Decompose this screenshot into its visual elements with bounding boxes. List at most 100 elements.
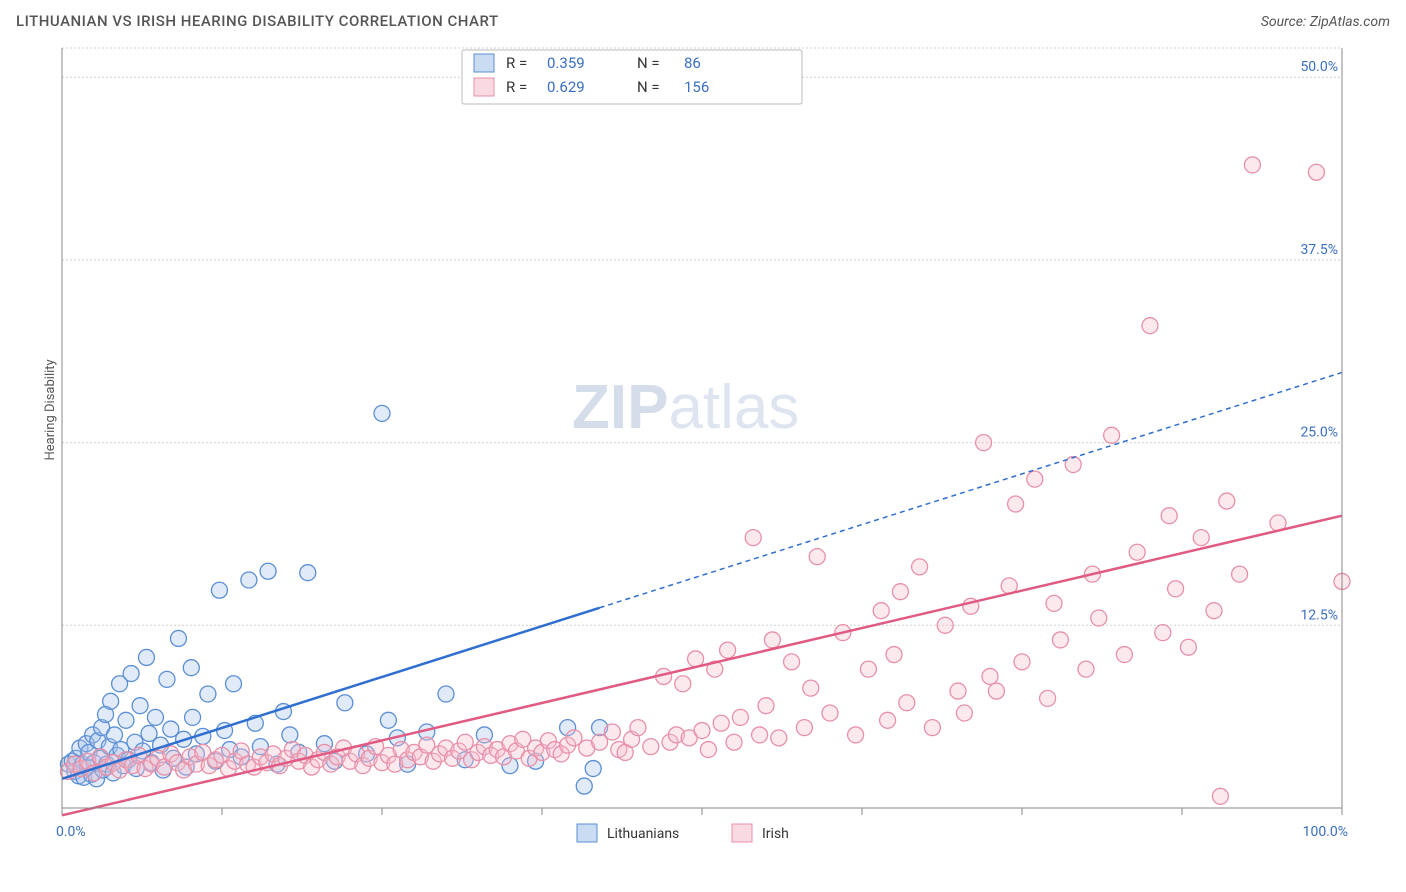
chart-container: Hearing Disability 12.5%25.0%37.5%50.0%Z… (12, 38, 1392, 868)
legend-r-label: R = (506, 78, 527, 96)
data-point (764, 632, 780, 648)
data-point (438, 686, 454, 702)
legend-r-value: 0.629 (547, 78, 585, 96)
data-point (170, 630, 186, 646)
y-tick-label: 50.0% (1300, 59, 1338, 75)
legend-swatch (732, 824, 752, 842)
y-axis-label: Hearing Disability (43, 359, 58, 460)
scatter-chart: 12.5%25.0%37.5%50.0%ZIPatlas0.0%100.0%R … (12, 38, 1392, 868)
data-point (1232, 566, 1248, 582)
data-point (771, 730, 787, 746)
data-point (720, 642, 736, 658)
chart-header: LITHUANIAN VS IRISH HEARING DISABILITY C… (12, 12, 1394, 38)
data-point (713, 715, 729, 731)
data-point (106, 727, 122, 743)
data-point (380, 712, 396, 728)
data-point (1155, 625, 1171, 641)
data-point (732, 709, 748, 725)
data-point (880, 712, 896, 728)
data-point (200, 686, 216, 702)
data-point (988, 683, 1004, 699)
data-point (1161, 508, 1177, 524)
source-prefix: Source: (1261, 14, 1310, 30)
data-point (956, 705, 972, 721)
data-point (630, 720, 646, 736)
data-point (976, 435, 992, 451)
data-point (1078, 661, 1094, 677)
data-point (803, 680, 819, 696)
legend-n-label: N = (637, 78, 660, 96)
legend-swatch (474, 54, 494, 72)
legend-n-value: 156 (684, 78, 709, 96)
data-point (123, 666, 139, 682)
data-point (132, 698, 148, 714)
data-point (1116, 647, 1132, 663)
data-point (211, 582, 227, 598)
data-point (1142, 318, 1158, 334)
data-point (1212, 788, 1228, 804)
data-point (1008, 496, 1024, 512)
data-point (745, 530, 761, 546)
legend-n-value: 86 (684, 54, 701, 72)
data-point (226, 676, 242, 692)
data-point (1180, 639, 1196, 655)
data-point (643, 739, 659, 755)
legend-n-label: N = (637, 54, 660, 72)
data-point (260, 563, 276, 579)
data-point (241, 572, 257, 588)
data-point (752, 727, 768, 743)
data-point (1046, 595, 1062, 611)
data-point (784, 654, 800, 670)
data-point (694, 723, 710, 739)
data-point (374, 405, 390, 421)
data-point (147, 709, 163, 725)
x-tick-label: 0.0% (56, 824, 86, 840)
chart-title: LITHUANIAN VS IRISH HEARING DISABILITY C… (16, 12, 499, 30)
y-tick-label: 37.5% (1300, 242, 1338, 258)
data-point (912, 559, 928, 575)
data-point (185, 709, 201, 725)
trend-line (62, 516, 1342, 816)
data-point (848, 727, 864, 743)
data-point (1244, 157, 1260, 173)
data-point (675, 676, 691, 692)
data-point (1027, 471, 1043, 487)
data-point (1104, 427, 1120, 443)
data-point (982, 668, 998, 684)
data-point (585, 761, 601, 777)
data-point (1014, 654, 1030, 670)
data-point (886, 647, 902, 663)
data-point (860, 661, 876, 677)
data-point (809, 549, 825, 565)
data-point (183, 660, 199, 676)
data-point (300, 565, 316, 581)
data-point (159, 671, 175, 687)
data-point (1168, 581, 1184, 597)
data-point (822, 705, 838, 721)
data-point (1308, 164, 1324, 180)
legend-series-name: Lithuanians (607, 826, 679, 842)
legend-r-value: 0.359 (547, 54, 585, 72)
data-point (337, 695, 353, 711)
data-point (138, 649, 154, 665)
data-point (892, 584, 908, 600)
legend-swatch (474, 78, 494, 96)
source-name: ZipAtlas.com (1310, 14, 1390, 30)
data-point (118, 712, 134, 728)
data-point (1065, 457, 1081, 473)
data-point (103, 693, 119, 709)
legend-series-name: Irish (762, 826, 789, 842)
data-point (873, 603, 889, 619)
data-point (700, 742, 716, 758)
legend-swatch (577, 824, 597, 842)
data-point (899, 695, 915, 711)
data-point (937, 617, 953, 633)
data-point (1206, 603, 1222, 619)
data-point (950, 683, 966, 699)
data-point (758, 698, 774, 714)
legend-r-label: R = (506, 54, 527, 72)
data-point (726, 734, 742, 750)
y-tick-label: 12.5% (1300, 607, 1338, 623)
x-tick-label: 100.0% (1303, 824, 1348, 840)
data-point (796, 720, 812, 736)
